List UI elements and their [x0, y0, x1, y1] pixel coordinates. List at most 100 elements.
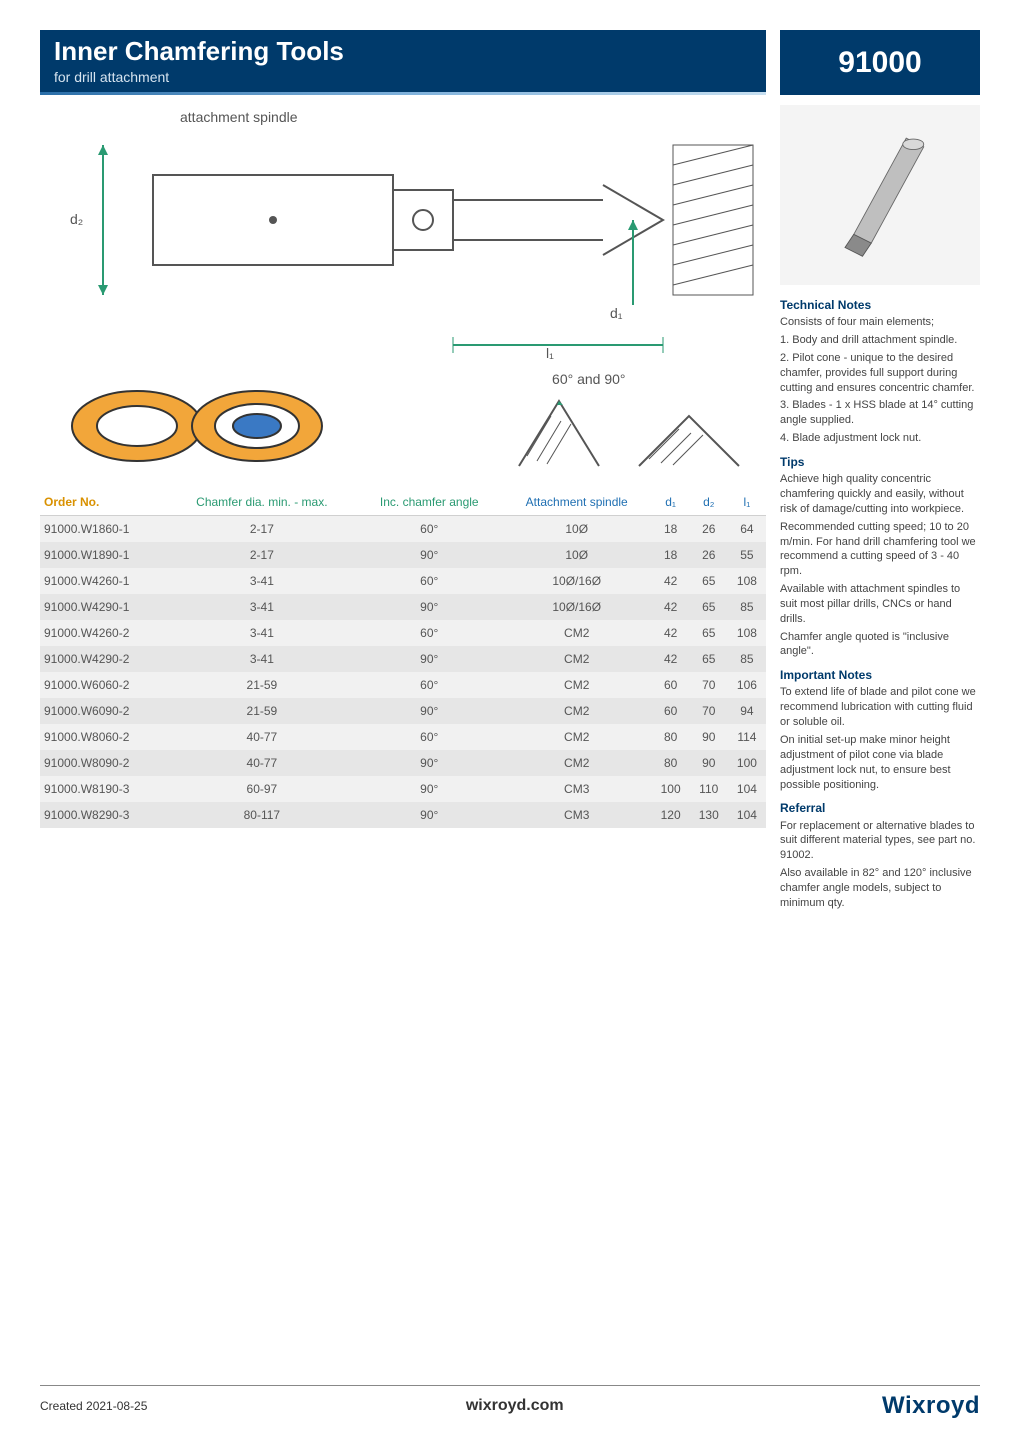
mini-diagrams: 60° and 90° — [40, 371, 766, 481]
page-subtitle: for drill attachment — [54, 69, 752, 85]
table-cell: 91000.W4260-2 — [40, 620, 167, 646]
table-cell: 10Ø — [502, 542, 652, 568]
table-cell: 65 — [690, 620, 728, 646]
table-cell: 21-59 — [167, 672, 357, 698]
table-cell: 70 — [690, 672, 728, 698]
table-cell: 10Ø/16Ø — [502, 594, 652, 620]
table-row: 91000.W6060-221-5960°CM26070106 — [40, 672, 766, 698]
table-cell: 90° — [357, 750, 502, 776]
table-cell: 90 — [690, 750, 728, 776]
table-cell: 60 — [652, 672, 690, 698]
table-cell: 91000.W8190-3 — [40, 776, 167, 802]
table-cell: 26 — [690, 542, 728, 568]
table-cell: CM2 — [502, 672, 652, 698]
table-cell: CM3 — [502, 802, 652, 828]
table-cell: 90° — [357, 594, 502, 620]
table-cell: 91000.W8060-2 — [40, 724, 167, 750]
table-cell: 60° — [357, 568, 502, 594]
table-cell: 18 — [652, 516, 690, 543]
table-cell: CM2 — [502, 646, 652, 672]
table-cell: 3-41 — [167, 646, 357, 672]
table-cell: 91000.W6090-2 — [40, 698, 167, 724]
sidebar-text: For replacement or alternative blades to… — [780, 819, 980, 864]
table-cell: 91000.W1860-1 — [40, 516, 167, 543]
table-cell: 2-17 — [167, 516, 357, 543]
table-cell: 70 — [690, 698, 728, 724]
table-row: 91000.W8060-240-7760°CM28090114 — [40, 724, 766, 750]
table-cell: 106 — [728, 672, 766, 698]
d1-label: d₁ — [610, 305, 623, 321]
table-cell: 42 — [652, 594, 690, 620]
table-cell: 100 — [728, 750, 766, 776]
table-cell: 60° — [357, 724, 502, 750]
sidebar-sections: Technical NotesConsists of four main ele… — [780, 297, 980, 911]
title-block: Inner Chamfering Tools for drill attachm… — [40, 30, 766, 95]
col-attachment-spindle: Attachment spindle — [502, 489, 652, 516]
table-cell: 91000.W4290-1 — [40, 594, 167, 620]
mini-diagram-left — [40, 371, 374, 481]
table-row: 91000.W6090-221-5990°CM2607094 — [40, 698, 766, 724]
sidebar-text: Achieve high quality concentric chamferi… — [780, 472, 980, 517]
sidebar-heading: Important Notes — [780, 667, 980, 683]
sidebar-text: Also available in 82° and 120° inclusive… — [780, 866, 980, 911]
l1-label: l₁ — [546, 345, 554, 361]
table-cell: 85 — [728, 594, 766, 620]
table-cell: 3-41 — [167, 568, 357, 594]
table-row: 91000.W4260-23-4160°CM24265108 — [40, 620, 766, 646]
table-cell: 42 — [652, 646, 690, 672]
table-cell: 90° — [357, 776, 502, 802]
footer: Created 2021-08-25 wixroyd.com Wixroyd — [40, 1385, 980, 1420]
footer-created: Created 2021-08-25 — [40, 1399, 147, 1413]
product-image — [780, 105, 980, 285]
table-cell: 85 — [728, 646, 766, 672]
table-row: 91000.W8190-360-9790°CM3100110104 — [40, 776, 766, 802]
table-cell: 60° — [357, 672, 502, 698]
table-cell: 90° — [357, 698, 502, 724]
col-chamfer-angle: Inc. chamfer angle — [357, 489, 502, 516]
spec-table-body: 91000.W1860-12-1760°10Ø18266491000.W1890… — [40, 516, 766, 829]
sidebar-text: 3. Blades - 1 x HSS blade at 14° cutting… — [780, 398, 980, 428]
table-cell: 108 — [728, 620, 766, 646]
table-cell: CM2 — [502, 750, 652, 776]
table-cell: 110 — [690, 776, 728, 802]
table-cell: 60 — [652, 698, 690, 724]
table-cell: 60° — [357, 620, 502, 646]
sidebar-text: To extend life of blade and pilot cone w… — [780, 685, 980, 730]
table-cell: 91000.W4290-2 — [40, 646, 167, 672]
spindle-label: attachment spindle — [180, 109, 298, 125]
table-cell: 108 — [728, 568, 766, 594]
sidebar-heading: Tips — [780, 454, 980, 470]
table-cell: 60° — [357, 516, 502, 543]
table-cell: 114 — [728, 724, 766, 750]
table-cell: 130 — [690, 802, 728, 828]
table-cell: 42 — [652, 620, 690, 646]
left-column: attachment spindle d₂ d₁ l₁ 60° and 9 — [40, 105, 766, 914]
table-cell: 42 — [652, 568, 690, 594]
table-row: 91000.W8290-380-11790°CM3120130104 — [40, 802, 766, 828]
table-cell: 91000.W4260-1 — [40, 568, 167, 594]
col-d1: d₁ — [652, 489, 690, 516]
angle-label: 60° and 90° — [552, 371, 625, 387]
table-cell: 120 — [652, 802, 690, 828]
table-row: 91000.W1890-12-1790°10Ø182655 — [40, 542, 766, 568]
table-cell: 3-41 — [167, 620, 357, 646]
sidebar-text: 2. Pilot cone - unique to the desired ch… — [780, 351, 980, 396]
table-cell: 18 — [652, 542, 690, 568]
sidebar-text: Consists of four main elements; — [780, 315, 980, 330]
table-cell: CM2 — [502, 620, 652, 646]
col-chamfer-dia: Chamfer dia. min. - max. — [167, 489, 357, 516]
table-cell: 90° — [357, 646, 502, 672]
table-cell: 80-117 — [167, 802, 357, 828]
d2-label: d₂ — [70, 211, 83, 227]
footer-brand: Wixroyd — [882, 1392, 980, 1420]
table-cell: 40-77 — [167, 724, 357, 750]
mini-diagram-right: 60° and 90° — [432, 371, 766, 481]
table-cell: 40-77 — [167, 750, 357, 776]
table-row: 91000.W4290-13-4190°10Ø/16Ø426585 — [40, 594, 766, 620]
table-header-row: Order No. Chamfer dia. min. - max. Inc. … — [40, 489, 766, 516]
sidebar-heading: Referral — [780, 800, 980, 816]
table-cell: CM2 — [502, 698, 652, 724]
sidebar-text: 1. Body and drill attachment spindle. — [780, 333, 980, 348]
sidebar-text: Available with attachment spindles to su… — [780, 582, 980, 627]
table-cell: CM3 — [502, 776, 652, 802]
